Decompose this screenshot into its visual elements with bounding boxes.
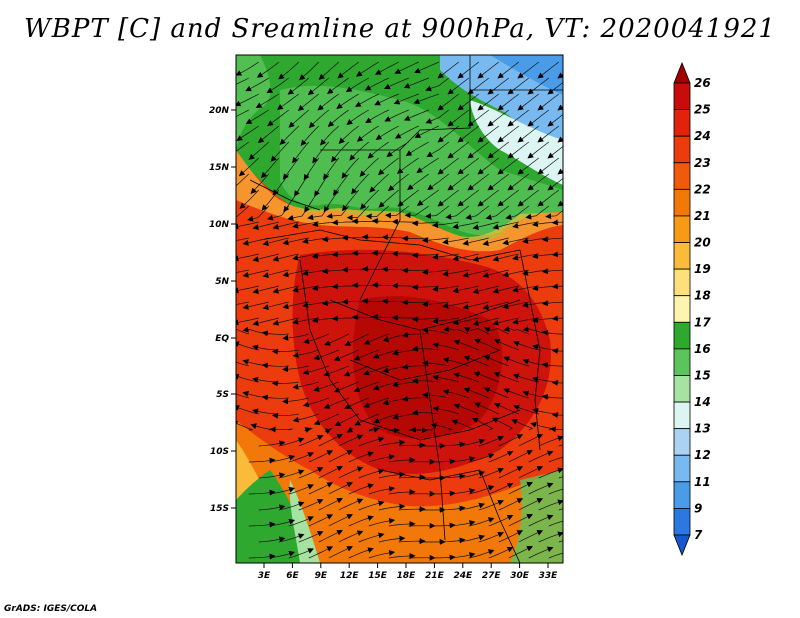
colorbar-label: 9 — [694, 501, 702, 515]
colorbar-label: 16 — [694, 342, 711, 356]
lat-tick-label: 20N — [209, 106, 230, 116]
colorbar-label: 7 — [694, 528, 703, 542]
lon-tick-label: 21E — [425, 571, 445, 581]
country-borders — [249, 55, 563, 563]
colorbar-segment — [673, 454, 691, 483]
temperature-field — [236, 55, 563, 563]
lon-tick-label: 30E — [510, 571, 530, 581]
lat-tick-label: 10N — [209, 220, 230, 230]
colorbar-segment — [673, 135, 691, 164]
longitude-axis: 3E 6E 9E 12E 15E 18E 21E 24E 27E 30E 33E — [258, 563, 558, 581]
lon-tick-label: 33E — [539, 571, 559, 581]
colorbar-segment — [673, 82, 691, 110]
colorbar-segment — [673, 321, 691, 350]
colorbar-label: 18 — [694, 289, 711, 303]
colorbar-segment — [673, 401, 691, 430]
lat-tick-label: 15S — [210, 504, 229, 514]
colorbar-segment — [673, 215, 691, 243]
colorbar-segment — [673, 109, 691, 137]
colorbar-label: 26 — [694, 76, 711, 90]
lon-tick-label: 12E — [340, 571, 360, 581]
colorbar-segment — [673, 162, 691, 190]
colorbar-label: 19 — [694, 262, 711, 276]
lon-tick-label: 6E — [286, 571, 299, 581]
colorbar-label: 22 — [694, 182, 711, 196]
lat-tick-label: 5S — [216, 390, 229, 400]
colorbar-top-arrow — [673, 61, 691, 84]
colorbar-segment — [673, 348, 691, 376]
colorbar-label: 14 — [694, 395, 711, 409]
lat-tick-label: 5N — [215, 277, 229, 287]
colorbar-segment — [673, 242, 691, 270]
colorbar-label: 21 — [694, 209, 711, 223]
colorbar-segment — [673, 481, 691, 509]
colorbar-segment — [673, 508, 691, 536]
map-title: WBPT [C] and Sreamline at 900hPa, VT: 20… — [24, 14, 776, 44]
colorbar-legend: 26 25 24 23 22 21 20 19 18 17 16 15 14 13 12 11 9 7 — [673, 61, 711, 557]
colorbar-label: 20 — [694, 236, 711, 250]
grads-credit: GrADS: IGES/COLA — [4, 604, 98, 614]
colorbar-label: 13 — [694, 422, 711, 436]
lon-tick-label: 3E — [258, 571, 271, 581]
streamlines — [236, 61, 563, 561]
colorbar-label: 11 — [694, 475, 711, 489]
lon-tick-label: 24E — [453, 571, 473, 581]
lat-tick-label: EQ — [215, 334, 229, 344]
map-frame — [235, 54, 564, 564]
colorbar-segment — [673, 295, 691, 323]
colorbar-label: 23 — [694, 156, 711, 170]
colorbar-label: 25 — [694, 103, 711, 117]
colorbar-label: 15 — [694, 368, 711, 382]
lon-tick-label: 9E — [315, 571, 328, 581]
lat-tick-label: 10S — [210, 447, 229, 457]
colorbar-segment — [673, 375, 691, 403]
latitude-axis: 20N 15N 10N 5N EQ 5S 10S 15S — [209, 106, 236, 514]
colorbar-label: 17 — [694, 315, 711, 329]
colorbar-label: 24 — [694, 129, 711, 143]
colorbar-segment — [673, 428, 691, 456]
colorbar-segment — [673, 268, 691, 297]
colorbar-label: 12 — [694, 448, 711, 462]
lon-tick-label: 18E — [397, 571, 417, 581]
lon-tick-label: 27E — [482, 571, 502, 581]
colorbar-segment — [673, 188, 691, 217]
lat-tick-label: 15N — [209, 163, 230, 173]
lon-tick-label: 15E — [368, 571, 388, 581]
colorbar-bottom-arrow — [673, 534, 691, 557]
